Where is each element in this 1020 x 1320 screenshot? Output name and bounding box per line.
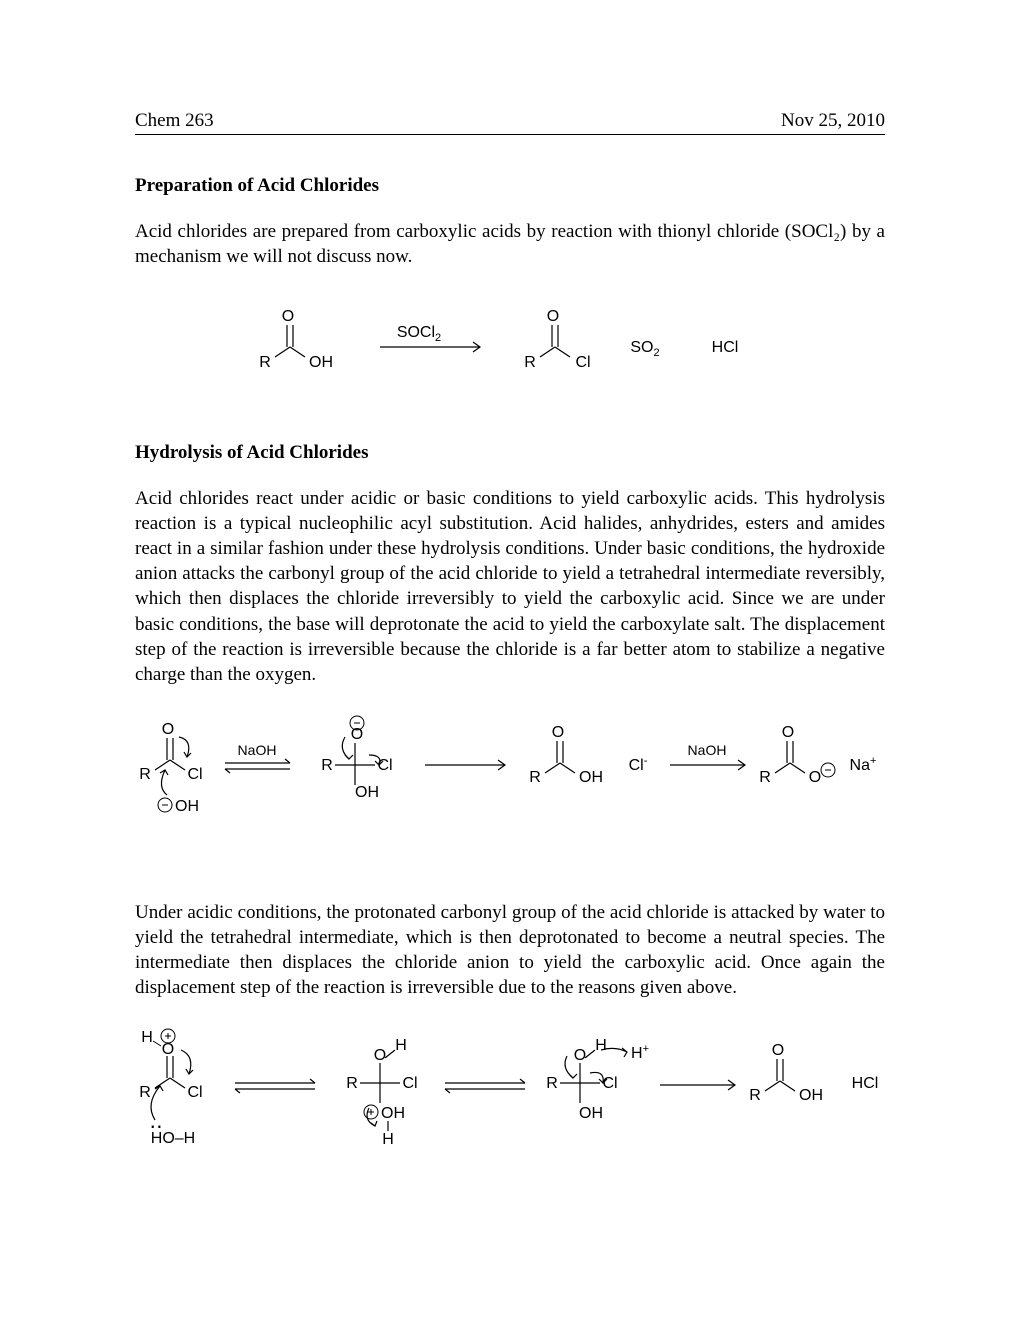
page-header: Chem 263 Nov 25, 2010 — [135, 110, 885, 135]
s3-H3: H — [382, 1131, 394, 1148]
scheme-preparation: O R OH SOCl2 O R Cl SO2 HCl — [135, 297, 885, 392]
course-code: Chem 263 — [135, 110, 214, 132]
lecture-date: Nov 25, 2010 — [781, 110, 885, 132]
s3-R2: R — [346, 1075, 358, 1092]
s2-R3: R — [529, 769, 541, 786]
s2-O3: O — [552, 724, 564, 741]
s2-OH3: OH — [579, 769, 603, 786]
label-Cl: Cl — [575, 354, 590, 371]
s3-OH3: OH — [579, 1105, 603, 1122]
label-O: O — [282, 308, 294, 325]
label-R2: R — [524, 354, 536, 371]
s3-HCl: HCl — [852, 1075, 879, 1092]
s3-OH4: OH — [799, 1087, 823, 1104]
s2-O4: O — [782, 724, 794, 741]
s3-H4: H — [595, 1037, 607, 1054]
s3-Hplus: H+ — [631, 1043, 649, 1062]
s3-H2: H — [395, 1037, 407, 1054]
s3-O2: O — [374, 1047, 386, 1064]
s2-Cl2: Cl — [377, 757, 392, 774]
s3-HOH: HO–H — [151, 1130, 195, 1147]
s2-O5: O — [809, 769, 821, 786]
s2-R4: R — [759, 769, 771, 786]
label-SO2: SO2 — [630, 339, 659, 359]
s2-R2: R — [321, 757, 333, 774]
label-R: R — [259, 354, 271, 371]
label-HCl: HCl — [712, 339, 739, 356]
label-SOCl2: SOCl2 — [397, 324, 441, 344]
s3-O1: O — [162, 1041, 174, 1058]
s3-Cl3: Cl — [602, 1075, 617, 1092]
section2-paragraph1: Acid chlorides react under acidic or bas… — [135, 486, 885, 687]
s2-NaOH1: NaOH — [238, 742, 277, 758]
s3-R4: R — [749, 1087, 761, 1104]
label-OH: OH — [309, 354, 333, 371]
section1-paragraph: Acid chlorides are prepared from carboxy… — [135, 219, 885, 269]
s2-OHminus: OH — [175, 798, 199, 815]
s3-H1: H — [141, 1029, 153, 1046]
scheme-basic-hydrolysis: O R Cl OH NaOH — [135, 715, 885, 850]
s2-O1: O — [162, 721, 174, 738]
s2-Clminus: Cl- — [629, 755, 648, 774]
s3-OH2: OH — [381, 1105, 405, 1122]
s3-O3: O — [574, 1047, 586, 1064]
s2-Naplus: Na+ — [850, 755, 877, 774]
scheme-acidic-hydrolysis: H O R Cl ‥ HO–H — [135, 1028, 885, 1173]
s3-R1: R — [139, 1084, 151, 1101]
s3-O4: O — [772, 1042, 784, 1059]
label-O2: O — [547, 308, 559, 325]
s3-R3: R — [546, 1075, 558, 1092]
section2-paragraph2: Under acidic conditions, the protonated … — [135, 900, 885, 1000]
s3-Cl1: Cl — [187, 1084, 202, 1101]
section-title-preparation: Preparation of Acid Chlorides — [135, 175, 885, 197]
s2-OH2: OH — [355, 784, 379, 801]
s3-Cl2: Cl — [402, 1075, 417, 1092]
section-title-hydrolysis: Hydrolysis of Acid Chlorides — [135, 442, 885, 464]
s2-R1: R — [139, 766, 151, 783]
s2-NaOH2: NaOH — [688, 742, 727, 758]
s2-Cl1: Cl — [187, 766, 202, 783]
